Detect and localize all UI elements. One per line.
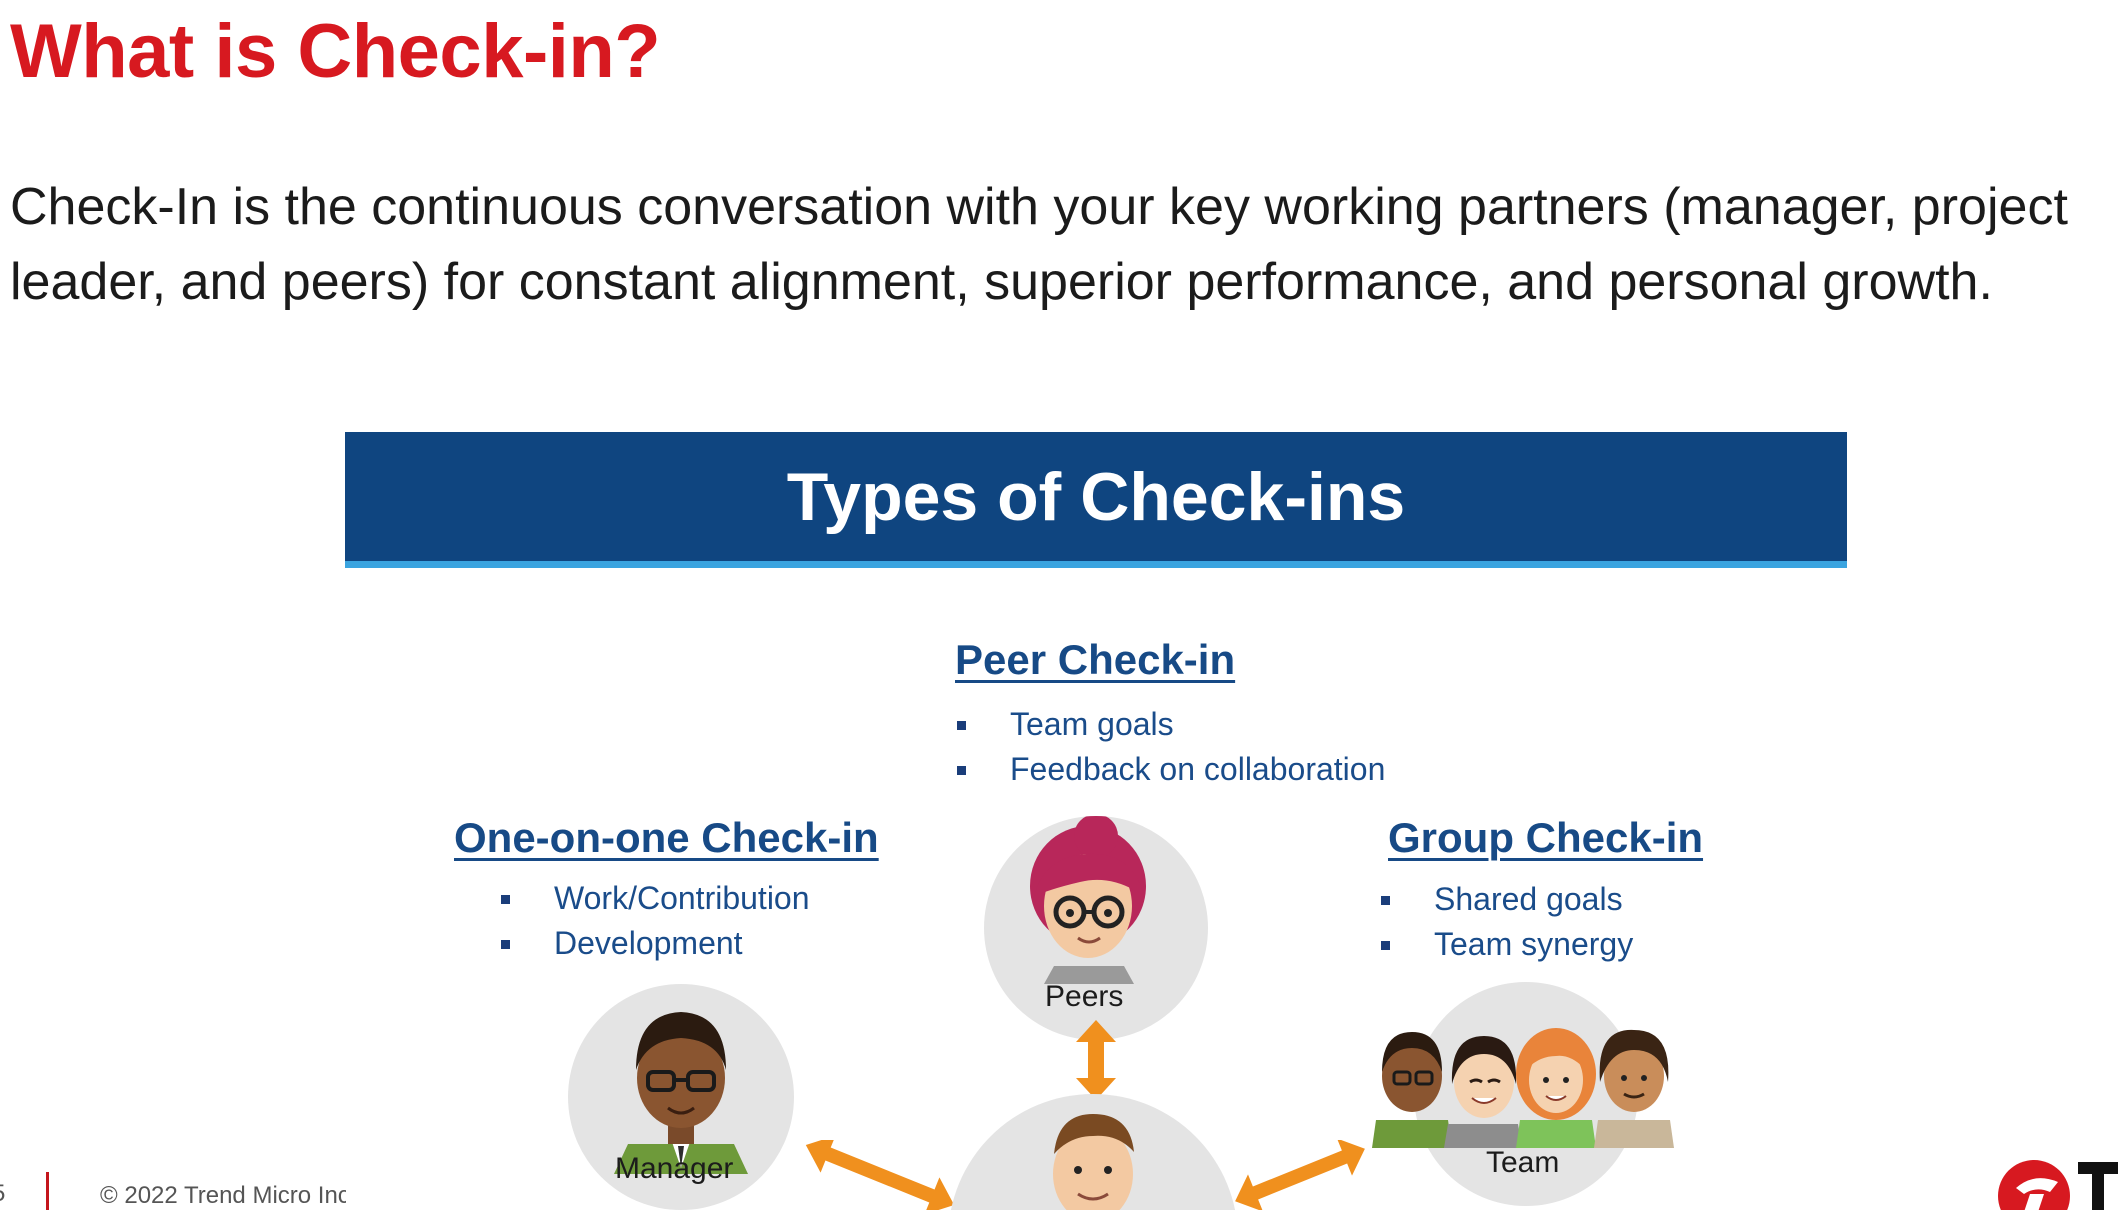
footer-divider xyxy=(46,1172,49,1210)
types-banner: Types of Check-ins xyxy=(345,432,1847,568)
list-item: Shared goals xyxy=(1379,877,1633,922)
peer-checkin-bullets: Team goals Feedback on collaboration xyxy=(955,702,1385,792)
list-item: Work/Contribution xyxy=(499,876,810,921)
peers-label: Peers xyxy=(1045,980,1124,1013)
page-number: 5 xyxy=(0,1180,5,1208)
manager-label: Manager xyxy=(615,1152,734,1185)
center-person-circle xyxy=(948,1094,1238,1210)
team-label: Team xyxy=(1486,1146,1560,1179)
team-avatars-icon xyxy=(1372,1028,1674,1148)
double-arrow-vertical-icon xyxy=(1076,1020,1116,1100)
list-item: Feedback on collaboration xyxy=(955,747,1385,792)
manager-avatar-icon xyxy=(614,1012,748,1174)
peers-circle: Peers xyxy=(984,816,1208,1040)
manager-circle: Manager xyxy=(568,984,794,1210)
one-on-one-checkin-heading: One-on-one Check-in xyxy=(454,814,879,861)
list-item: Development xyxy=(499,921,810,966)
center-man-avatar-icon xyxy=(1053,1114,1134,1210)
list-item: Team goals xyxy=(955,702,1385,747)
double-arrow-left-icon xyxy=(805,1140,955,1210)
list-item: Team synergy xyxy=(1379,922,1633,967)
trend-micro-logo-icon xyxy=(1986,1148,2118,1210)
slide-body-text: Check-In is the continuous conversation … xyxy=(10,178,2068,311)
peer-checkin-heading: Peer Check-in xyxy=(955,636,1236,683)
one-on-one-checkin-bullets: Work/Contribution Development xyxy=(499,876,810,966)
peer-woman-avatar-icon xyxy=(1030,816,1146,984)
banner-title: Types of Check-ins xyxy=(786,458,1406,535)
group-checkin-bullets: Shared goals Team synergy xyxy=(1379,877,1633,967)
footer-copyright: © 2022 Trend Micro Inc. xyxy=(100,1182,346,1209)
double-arrow-right-icon xyxy=(1235,1140,1365,1210)
slide-title: What is Check-in? xyxy=(10,9,661,94)
group-checkin-heading: Group Check-in xyxy=(1388,814,1704,861)
